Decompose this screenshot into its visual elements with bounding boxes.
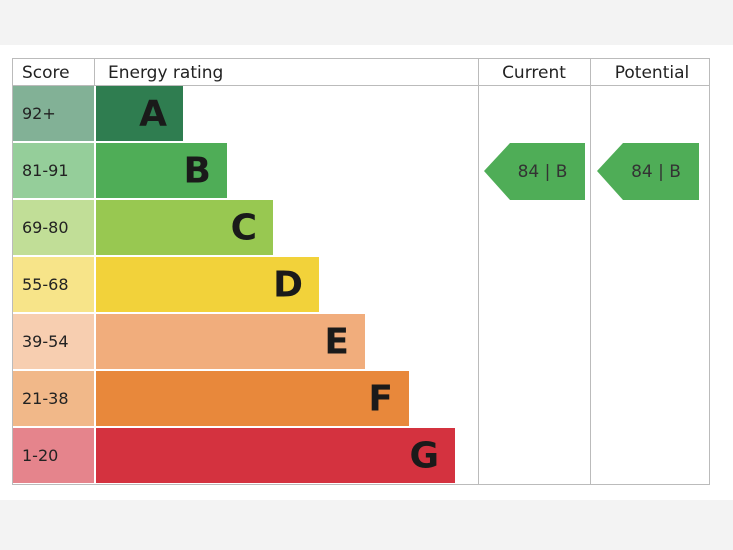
rating-letter: F — [368, 379, 393, 420]
score-label: 1-20 — [22, 446, 58, 465]
rating-letter: C — [231, 208, 257, 249]
score-cell — [13, 86, 94, 141]
score-cell — [13, 257, 94, 312]
potential-label: 84 | B — [631, 162, 681, 182]
header-score: Score — [22, 63, 70, 83]
score-label: 39-54 — [22, 332, 69, 351]
rating-bar — [96, 257, 319, 312]
rating-bar — [96, 314, 365, 369]
score-cell — [13, 428, 94, 483]
rating-letter: B — [184, 151, 211, 192]
score-label: 69-80 — [22, 218, 69, 237]
score-cell — [13, 200, 94, 255]
rating-letter: A — [139, 94, 167, 135]
rating-bar — [96, 86, 183, 141]
score-label: 81-91 — [22, 161, 69, 180]
header-current: Current — [502, 63, 566, 83]
rating-bar — [96, 428, 455, 483]
score-cell — [13, 314, 94, 369]
score-cell — [13, 143, 94, 198]
rating-bar — [96, 200, 273, 255]
rating-bar — [96, 371, 409, 426]
rating-bar — [96, 143, 227, 198]
current-label: 84 | B — [518, 162, 568, 182]
score-label: 92+ — [22, 104, 56, 123]
header-potential: Potential — [615, 63, 689, 83]
potential-arrow — [597, 143, 699, 200]
rating-letter: D — [273, 265, 303, 306]
header-energy-rating: Energy rating — [108, 63, 223, 83]
current-arrow — [484, 143, 585, 200]
rating-letter: G — [409, 436, 439, 477]
rating-letter: E — [324, 322, 349, 363]
score-cell — [13, 371, 94, 426]
score-label: 55-68 — [22, 275, 69, 294]
score-label: 21-38 — [22, 389, 69, 408]
